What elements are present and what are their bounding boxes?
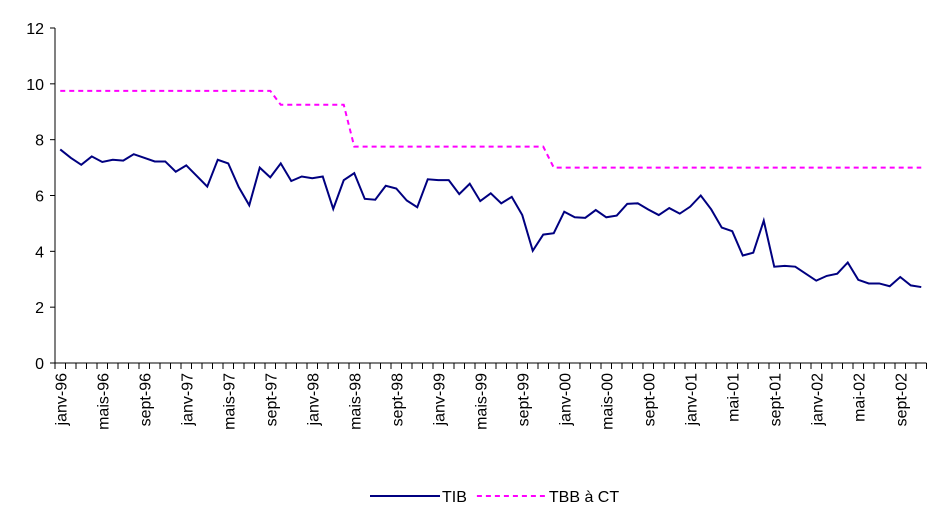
x-tick-label: janv-99 — [431, 373, 448, 427]
x-tick-label: sept-96 — [137, 373, 154, 426]
legend-label: TIB — [442, 489, 467, 506]
x-tick-label: janv-01 — [683, 373, 700, 427]
x-tick-label: mais-96 — [95, 373, 112, 430]
x-tick-label: sept-02 — [893, 373, 910, 426]
y-tick-label: 6 — [35, 189, 44, 206]
x-tick-label: mai-01 — [725, 373, 742, 422]
x-tick-label: janv-98 — [305, 373, 322, 427]
x-tick-label: sept-98 — [389, 373, 406, 426]
series-line — [59, 148, 922, 289]
x-tick-label: sept-99 — [515, 373, 532, 426]
series-line — [60, 89, 922, 169]
x-tick-label: mai-02 — [851, 373, 868, 422]
y-tick-label: 10 — [26, 77, 44, 94]
y-tick-label: 12 — [26, 21, 44, 38]
x-tick-label: sept-97 — [263, 373, 280, 426]
x-tick-label: mais-99 — [473, 373, 490, 430]
x-tick-label: mais-00 — [599, 373, 616, 430]
y-tick-label: 4 — [35, 244, 44, 261]
x-tick-label: janv-97 — [179, 373, 196, 427]
y-tick-label: 0 — [35, 356, 44, 373]
x-tick-label: sept-01 — [767, 373, 784, 426]
x-tick-label: mais-97 — [221, 373, 238, 430]
x-tick-label: janv-02 — [809, 373, 826, 427]
x-tick-label: mais-98 — [347, 373, 364, 430]
x-tick-label: janv-00 — [557, 373, 574, 427]
x-tick-label: sept-00 — [641, 373, 658, 426]
x-tick-label: janv-96 — [53, 373, 70, 427]
y-tick-label: 8 — [35, 133, 44, 150]
legend-label: TBB à CT — [549, 489, 619, 506]
y-tick-label: 2 — [35, 300, 44, 317]
